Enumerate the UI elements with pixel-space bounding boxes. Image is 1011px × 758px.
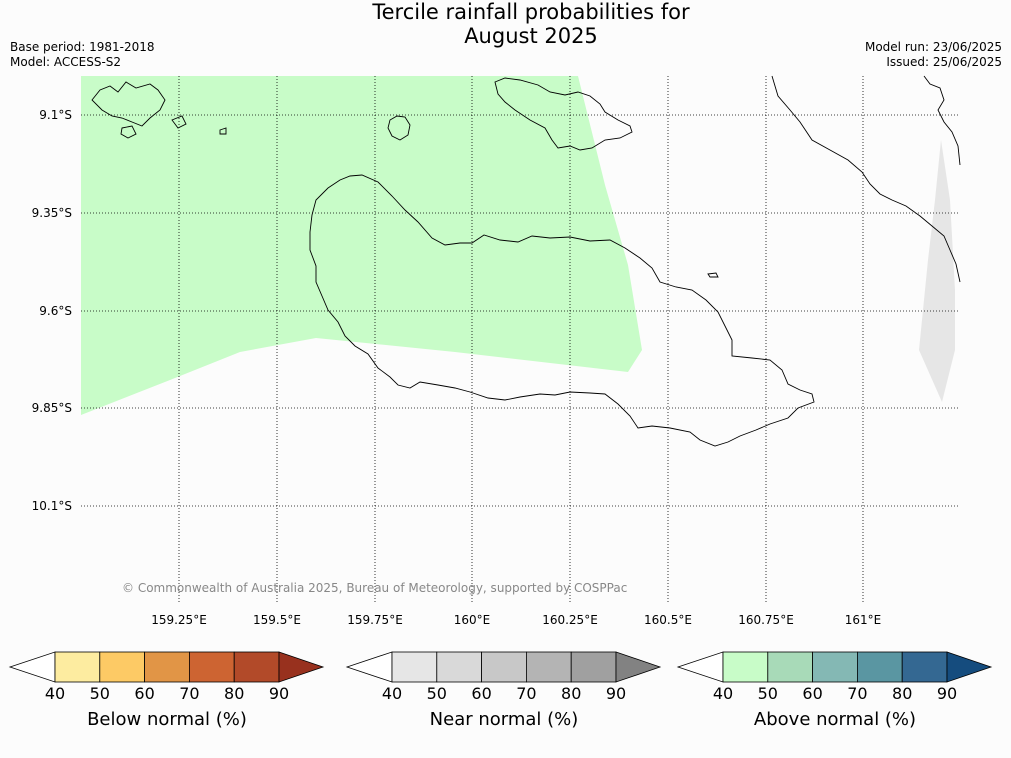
colorbar-below-tick-label: 50 [90, 684, 110, 703]
longitude-labels: 159.25°E 159.5°E 159.75°E 160°E 160.25°E… [151, 613, 881, 627]
colorbar-above-tick-label: 40 [713, 684, 733, 703]
colorbar-near-segment-3 [481, 651, 527, 683]
lon-label-159-5: 159.5°E [253, 613, 301, 627]
colorbar-below-tick-label: 90 [269, 684, 289, 703]
colorbar-near-tick-label: 60 [471, 684, 491, 703]
colorbar-below-tick-label: 80 [224, 684, 244, 703]
meta-left: Base period: 1981-2018 Model: ACCESS-S2 [10, 40, 155, 70]
colorbar-above-segment-2 [767, 651, 813, 683]
colorbar-title-near: Near normal (%) [429, 709, 579, 730]
savo-island-coastline [387, 115, 411, 141]
lon-label-159-75: 159.75°E [347, 613, 403, 627]
lat-label-10-1: 10.1°S [32, 499, 72, 513]
colorbar-below-segment-2 [99, 651, 146, 683]
colorbar-below-tick-label: 60 [134, 684, 154, 703]
lon-label-160: 160°E [454, 613, 491, 627]
colorbar-above-segment-4 [857, 651, 903, 683]
colorbar-below-segment-1 [54, 651, 101, 683]
russell-islet-1 [120, 125, 137, 139]
model-name: Model: ACCESS-S2 [10, 55, 122, 69]
colorbar-near-extend-high [615, 651, 662, 683]
guadalcanal-coastline [309, 174, 815, 447]
coastlines [91, 75, 961, 447]
gridlines [81, 76, 960, 604]
islet-east-guadalcanal [707, 272, 719, 278]
colorbar-below-tick-label: 70 [179, 684, 199, 703]
model-run: Model run: 23/06/2025 [864, 40, 1002, 54]
copyright-notice: © Commonwealth of Australia 2025, Bureau… [122, 581, 628, 595]
latitude-labels: 9.1°S 9.35°S 9.6°S 9.85°S 10.1°S [32, 108, 72, 513]
colorbar-above-tick-label: 70 [847, 684, 867, 703]
colorbar-below-extend-high [278, 651, 325, 683]
lat-label-9-6: 9.6°S [39, 304, 72, 318]
map-title: Tercile rainfall probabilities for Augus… [0, 0, 1011, 48]
russell-islet-3 [219, 127, 227, 135]
colorbar-below-segment-3 [144, 651, 190, 683]
colorbar-near-tick-label: 90 [606, 684, 626, 703]
colorbar-above-segment-5 [901, 651, 948, 683]
colorbar-title-above: Above normal (%) [753, 709, 917, 730]
above-normal-region [81, 76, 642, 415]
lon-label-160-75: 160.75°E [738, 613, 794, 627]
lon-label-160-5: 160.5°E [644, 613, 692, 627]
lon-label-159-25: 159.25°E [151, 613, 207, 627]
colorbar-near-tick-label: 70 [516, 684, 536, 703]
lat-label-9-1: 9.1°S [39, 108, 72, 122]
issued-date: Issued: 25/06/2025 [886, 55, 1002, 69]
colorbar-near-segment-5 [570, 651, 617, 683]
meta-right: Model run: 23/06/2025 Issued: 25/06/2025 [865, 40, 1002, 70]
colorbar-above-tick-label: 50 [758, 684, 778, 703]
florida-islands-coastline [494, 77, 633, 151]
malaita-coastline [771, 75, 961, 283]
colorbar-above-tick-label: 60 [802, 684, 822, 703]
colorbar-near-extend-low [345, 651, 393, 683]
colorbar-near-tick-label: 80 [561, 684, 581, 703]
colorbar-title-below: Below normal (%) [87, 709, 247, 730]
colorbar-near-segment-2 [436, 651, 482, 683]
map-canvas: 9.1°S 9.35°S 9.6°S 9.85°S 10.1°S 159.25°… [32, 75, 961, 627]
colorbar-below-tick-label: 40 [45, 684, 65, 703]
colorbar-above-segment-3 [812, 651, 858, 683]
base-period: Base period: 1981-2018 [10, 40, 155, 54]
near-normal-region [919, 140, 955, 402]
russell-islet-2 [171, 115, 187, 129]
malaita-north-coastline [923, 75, 961, 166]
lon-label-160-25: 160.25°E [542, 613, 598, 627]
colorbar-near-segment-1 [391, 651, 438, 683]
lat-label-9-85: 9.85°S [32, 401, 72, 415]
colorbar-near-segment-4 [526, 651, 572, 683]
colorbar-below-extend-low [8, 651, 56, 683]
colorbar-above-segment-1 [722, 651, 769, 683]
colorbar-near-tick-label: 40 [382, 684, 402, 703]
colorbar-near-tick-label: 50 [427, 684, 447, 703]
title-line-2: August 2025 [464, 24, 598, 48]
colorbar-above-extend-high [946, 651, 993, 683]
colorbar-above-tick-label: 80 [892, 684, 912, 703]
title-line-1: Tercile rainfall probabilities for [372, 0, 690, 24]
colorbar-below-segment-4 [188, 651, 235, 683]
lon-label-161: 161°E [845, 613, 882, 627]
russell-islands-coastline [91, 81, 166, 127]
colorbar-below-segment-5 [233, 651, 280, 683]
lat-label-9-35: 9.35°S [32, 206, 72, 220]
colorbar-above-tick-label: 90 [937, 684, 957, 703]
colorbar-above-extend-low [676, 651, 724, 683]
